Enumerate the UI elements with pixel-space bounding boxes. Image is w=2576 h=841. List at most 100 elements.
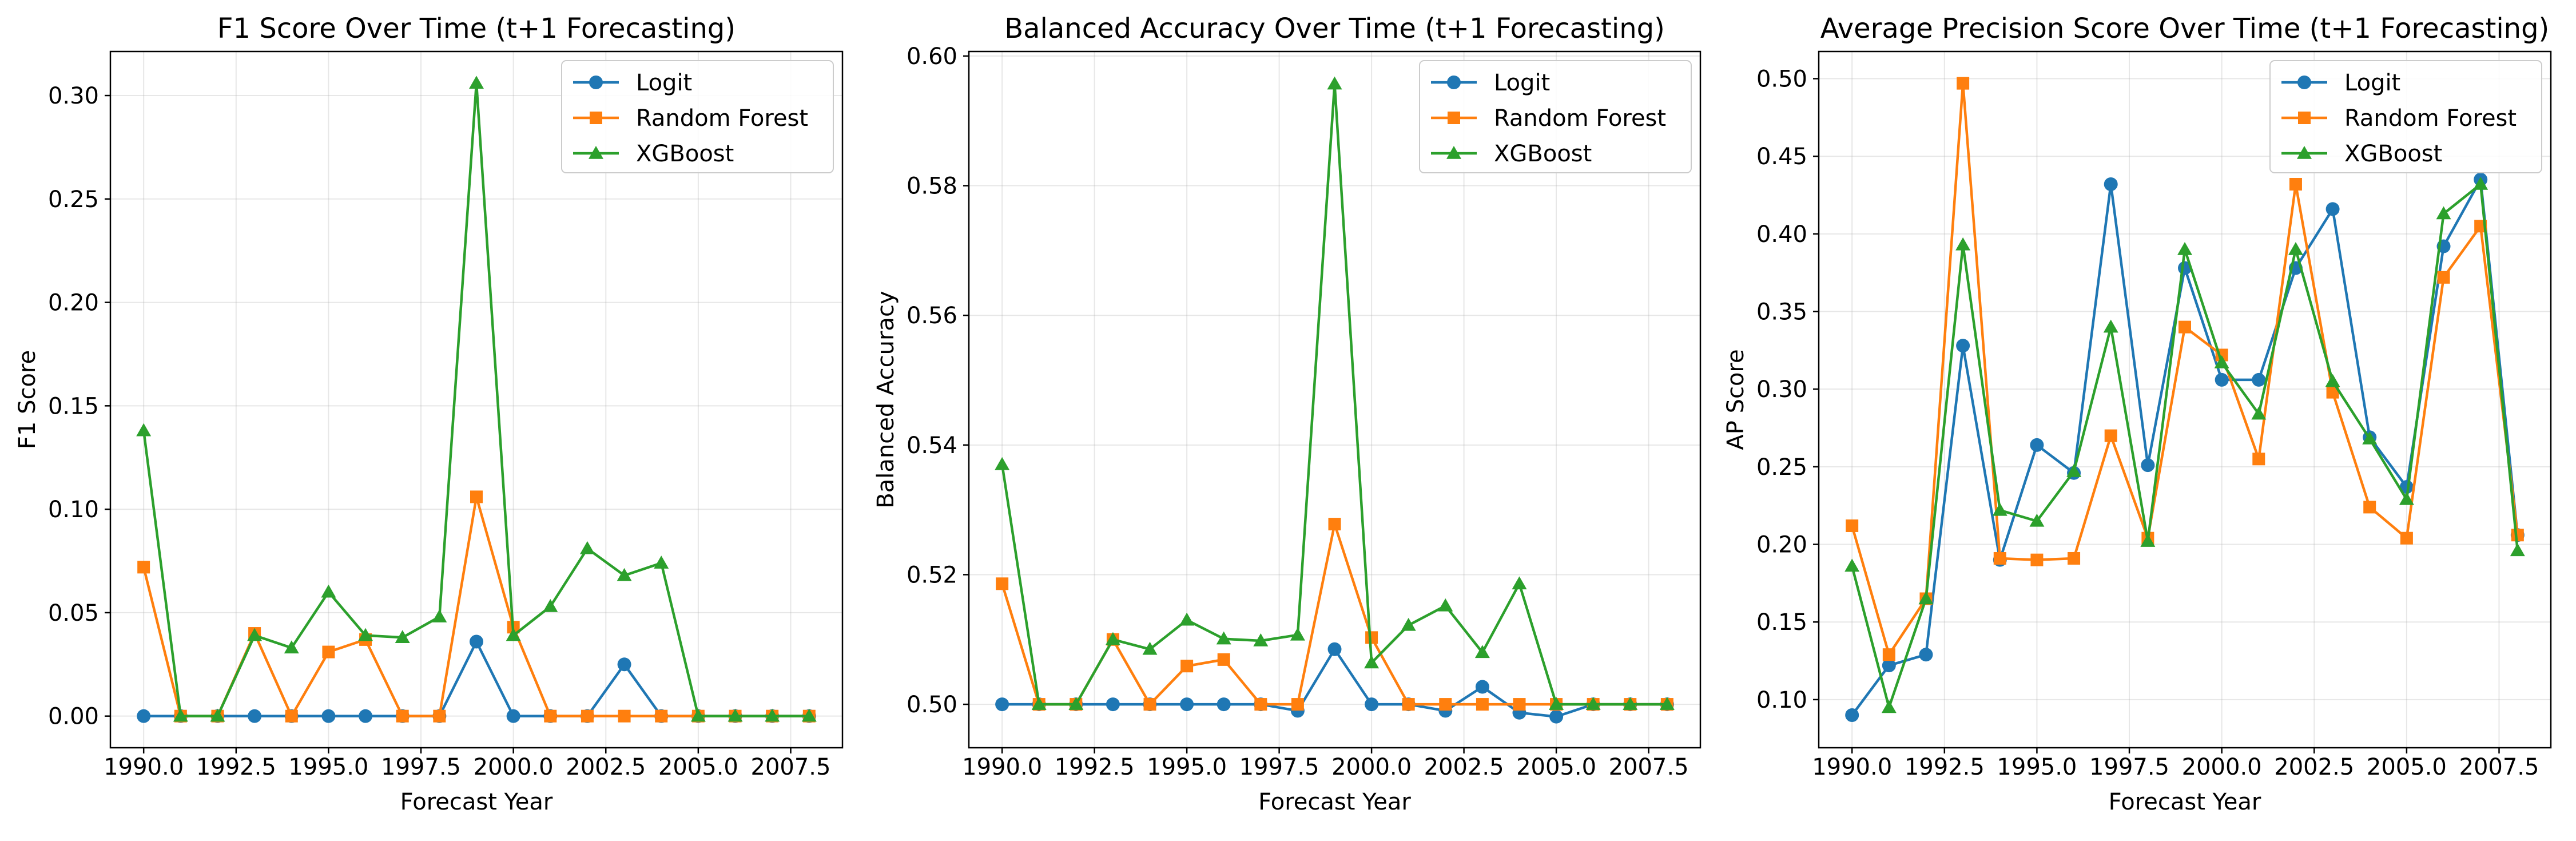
data-point — [248, 709, 262, 723]
y-tick-label: 0.30 — [1756, 376, 1807, 403]
chart-title: Balanced Accuracy Over Time (t+1 Forecas… — [1004, 13, 1665, 45]
data-point — [1993, 552, 2006, 565]
y-tick-label: 0.50 — [1756, 66, 1807, 92]
y-tick-label: 0.30 — [48, 83, 99, 109]
legend-label: Random Forest — [2344, 105, 2517, 132]
data-point — [433, 709, 446, 723]
y-tick-label: 0.15 — [1756, 609, 1807, 636]
data-point — [1068, 697, 1084, 710]
x-tick-label: 1990.0 — [962, 754, 1042, 780]
data-point — [2030, 438, 2044, 452]
data-point — [173, 708, 188, 722]
data-point — [359, 709, 373, 723]
data-point — [506, 628, 521, 641]
legend-label: XGBoost — [636, 141, 734, 167]
x-tick-label: 1995.0 — [1997, 754, 2077, 780]
data-point — [1438, 598, 1453, 612]
data-point — [2252, 372, 2266, 387]
data-point — [1623, 697, 1638, 710]
data-point — [2400, 531, 2413, 545]
data-point — [1217, 653, 1230, 666]
x-tick-label: 2005.0 — [658, 754, 738, 780]
data-point — [2179, 320, 2191, 334]
y-tick-label: 0.25 — [48, 187, 99, 213]
series-xgboost — [995, 76, 1675, 710]
x-tick-label: 2002.5 — [1424, 754, 1504, 780]
x-tick-label: 1992.5 — [1055, 754, 1135, 780]
data-point — [1217, 697, 1231, 712]
data-point — [1106, 697, 1120, 712]
y-tick-label: 0.00 — [48, 704, 99, 730]
data-point — [432, 609, 447, 622]
x-tick-label: 2007.5 — [751, 754, 831, 780]
data-point — [1365, 631, 1378, 644]
legend-marker — [589, 146, 603, 159]
data-point — [247, 628, 263, 641]
data-point — [2436, 206, 2451, 220]
legend-marker — [590, 112, 602, 124]
data-point — [655, 709, 668, 723]
x-tick-label: 2000.0 — [474, 754, 554, 780]
data-point — [1882, 658, 1896, 673]
data-point — [1844, 558, 1860, 572]
axes-frame — [1818, 50, 2552, 749]
data-point — [396, 709, 409, 723]
data-point — [1918, 591, 1934, 605]
data-point — [2326, 386, 2339, 399]
y-tick-label: 0.40 — [1756, 221, 1807, 248]
data-point — [728, 708, 743, 722]
data-point — [2363, 501, 2376, 514]
data-point — [469, 76, 484, 89]
legend-marker — [2298, 112, 2311, 124]
y-tick-label: 0.60 — [907, 43, 957, 70]
data-point — [1846, 519, 1859, 532]
chart-title: Average Precision Score Over Time (t+1 F… — [1820, 13, 2550, 45]
data-point — [137, 709, 151, 723]
y-tick-label: 0.20 — [48, 290, 99, 316]
data-point — [1031, 697, 1047, 710]
data-point — [2473, 177, 2488, 190]
data-point — [765, 708, 780, 722]
data-point — [1549, 709, 1564, 724]
data-point — [2214, 355, 2229, 368]
x-tick-label: 2000.0 — [1331, 754, 1412, 780]
data-point — [1254, 698, 1267, 711]
x-tick-label: 1992.5 — [1905, 754, 1985, 780]
legend: Logit Random Forest XGBoost — [2269, 60, 2542, 173]
data-point — [395, 630, 410, 644]
axes-frame — [109, 50, 844, 749]
y-tick-label: 0.05 — [48, 600, 99, 626]
data-point — [1585, 697, 1601, 710]
data-point — [801, 708, 817, 722]
data-point — [2068, 552, 2081, 565]
y-tick-label: 0.52 — [907, 562, 957, 588]
data-point — [358, 628, 373, 641]
x-axis-label: Forecast Year — [2109, 789, 2261, 815]
data-point — [2177, 241, 2192, 255]
legend: Logit Random Forest XGBoost — [1419, 60, 1692, 173]
data-point — [1882, 648, 1895, 661]
data-point — [2289, 178, 2302, 191]
data-point — [2252, 453, 2265, 466]
y-tick-label: 0.58 — [907, 173, 957, 200]
y-tick-label: 0.35 — [1756, 299, 1807, 326]
data-point — [470, 490, 483, 503]
legend: Logit Random Forest XGBoost — [561, 60, 834, 173]
y-tick-label: 0.15 — [48, 393, 99, 419]
y-tick-label: 0.54 — [907, 433, 957, 459]
data-point — [2066, 463, 2082, 477]
data-point — [581, 709, 594, 723]
legend-box — [2269, 60, 2542, 173]
data-point — [1439, 698, 1452, 711]
data-point — [1957, 77, 1970, 90]
x-tick-label: 2007.5 — [2459, 754, 2539, 780]
legend-label: Logit — [1494, 70, 1550, 96]
x-tick-label: 1990.0 — [104, 754, 184, 780]
legend-marker — [1448, 112, 1460, 124]
y-axis-label: Balanced Accuracy — [873, 291, 899, 508]
data-point — [2362, 431, 2378, 445]
data-point — [690, 708, 706, 722]
axes-frame — [968, 50, 1702, 749]
y-tick-label: 0.25 — [1756, 454, 1807, 481]
data-point — [1919, 648, 1933, 662]
